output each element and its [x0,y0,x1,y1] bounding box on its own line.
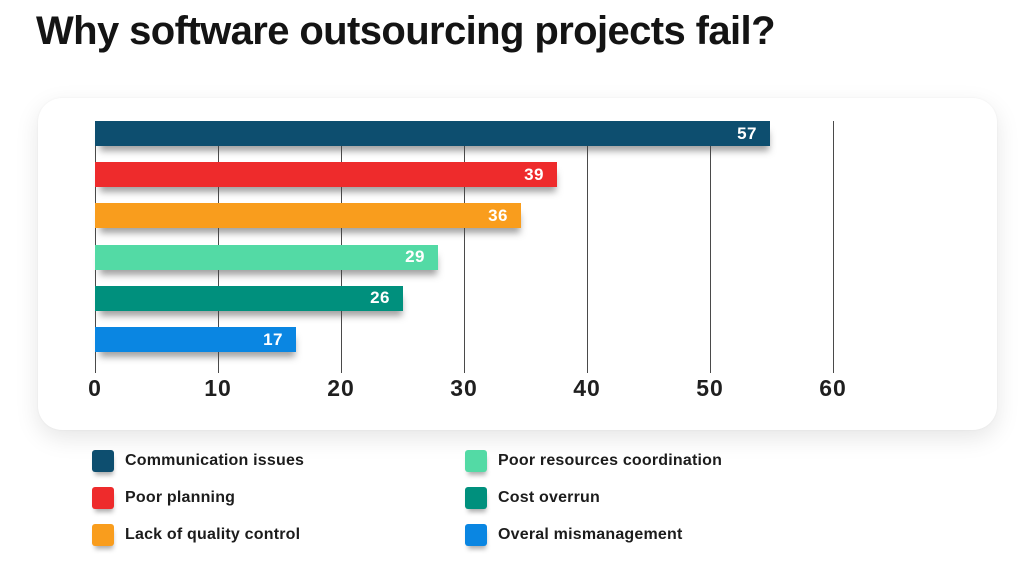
legend: Communication issues Poor planning Lack of… [0,450,1024,560]
bar: 17 [95,327,296,352]
bar-value-label: 57 [737,123,757,143]
legend-item: Lack of quality control [92,524,304,546]
bar: 39 [95,162,557,188]
bar-value-label: 26 [370,288,390,308]
legend-swatch [92,450,114,472]
legend-item: Overal mismanagement [465,524,722,546]
gridline [710,121,711,373]
chart-card: 57 39 36 29 26 17 0 10 20 30 40 50 60 [38,98,997,430]
legend-item-label: Poor planning [125,489,236,506]
x-tick-label: 40 [573,375,601,401]
x-tick-label: 50 [696,375,724,401]
bar-value-label: 39 [524,164,544,184]
legend-swatch [465,487,487,509]
legend-item: Poor resources coordination [465,450,722,472]
x-tick-label: 10 [204,375,232,401]
bar: 36 [95,203,521,229]
gridline [587,121,588,373]
bar-value-label: 29 [405,247,425,267]
gridline [833,121,834,373]
x-tick-label: 20 [327,375,355,401]
gridline [464,121,465,373]
legend-item-label: Lack of quality control [125,526,301,543]
legend-column-right: Poor resources coordination Cost overrun O… [465,450,722,546]
bar-value-label: 17 [263,329,283,349]
x-tick-label: 60 [819,375,847,401]
legend-swatch [92,487,114,509]
x-tick-label: 30 [450,375,478,401]
legend-item: Communication issues [92,450,304,472]
legend-item-label: Communication issues [125,452,305,469]
legend-column-left: Communication issues Poor planning Lack of… [92,450,304,546]
bar: 29 [95,244,438,270]
legend-item-label: Poor resources coordination [498,452,723,469]
chart-title: Why software outsourcing projects fail? [36,9,776,53]
legend-item: Poor planning [92,487,304,509]
legend-item-label: Cost overrun [498,489,600,506]
legend-swatch [465,524,487,546]
legend-item: Cost overrun [465,487,722,509]
x-tick-label: 0 [88,375,102,401]
legend-swatch [92,524,114,546]
bar: 26 [95,285,403,311]
legend-swatch [465,450,487,472]
legend-item-label: Overal mismanagement [498,526,683,543]
bar: 57 [95,121,770,146]
bar-value-label: 36 [488,205,508,225]
